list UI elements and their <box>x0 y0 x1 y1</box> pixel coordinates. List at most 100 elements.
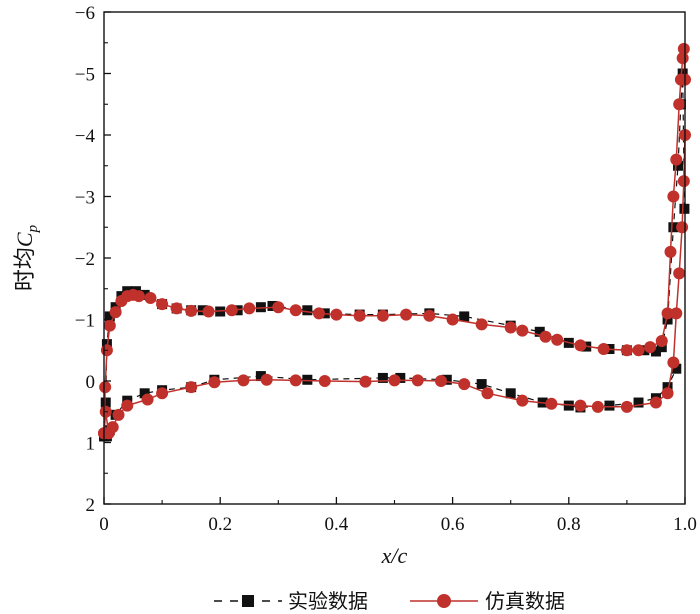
data-point-circle <box>475 318 488 331</box>
data-point-square <box>476 379 487 390</box>
data-point-square <box>104 311 115 322</box>
data-point-square <box>255 371 266 382</box>
y-tick-label: −6 <box>75 3 95 24</box>
data-point-circle <box>225 304 238 317</box>
data-point-square <box>302 305 313 316</box>
data-point-circle <box>670 307 683 320</box>
data-point-circle <box>551 333 564 346</box>
data-point-square <box>139 388 150 399</box>
data-point-circle <box>664 245 677 258</box>
data-point-circle <box>400 308 413 321</box>
data-point-square <box>395 372 406 383</box>
data-point-square <box>604 400 615 411</box>
data-point-circle <box>289 304 302 317</box>
data-point-square <box>302 374 313 385</box>
data-point-circle <box>677 42 690 55</box>
data-point-square <box>534 326 545 337</box>
data-point-circle <box>667 190 680 203</box>
legend-label-1: 实验数据 <box>288 589 368 613</box>
x-tick-label: 0.2 <box>208 514 232 535</box>
data-point-circle <box>376 309 389 322</box>
data-point-circle <box>353 309 366 322</box>
data-point-circle <box>574 399 587 412</box>
data-point-square <box>662 382 673 393</box>
data-point-circle <box>202 305 215 318</box>
data-point-circle <box>185 304 198 317</box>
data-point-circle <box>144 291 157 304</box>
data-point-circle <box>112 408 125 421</box>
data-point-square <box>100 397 111 408</box>
data-point-circle <box>208 376 221 389</box>
x-tick-label: 0.6 <box>441 514 465 535</box>
data-point-circle <box>170 302 183 315</box>
data-point-square <box>459 311 470 322</box>
x-tick-label: 0.8 <box>557 514 581 535</box>
data-point-circle <box>676 221 689 234</box>
data-point-circle <box>99 381 112 394</box>
y-axis-title-subscript: p <box>25 224 41 233</box>
data-point-square <box>662 314 673 325</box>
data-point-square <box>677 68 688 79</box>
data-point-circle <box>318 375 331 387</box>
data-point-circle <box>141 393 154 406</box>
legend: 实验数据 仿真数据 <box>214 589 565 613</box>
data-point-circle <box>185 381 198 394</box>
data-point-circle <box>156 298 169 311</box>
legend-entry-2: 仿真数据 <box>410 589 565 613</box>
data-point-circle <box>649 396 662 409</box>
data-point-square <box>671 363 682 374</box>
data-point-circle <box>106 421 119 434</box>
plot-frame <box>103 11 686 505</box>
data-point-circle <box>446 313 459 326</box>
data-point-circle <box>458 378 471 391</box>
data-point-circle <box>243 302 256 315</box>
y-tick-label: 2 <box>86 495 96 516</box>
data-point-square <box>656 342 667 353</box>
data-point-circle <box>655 335 668 348</box>
y-tick-label: −1 <box>75 311 95 332</box>
x-tick-label: 0 <box>99 514 109 535</box>
data-point-circle <box>620 400 633 413</box>
data-point-square <box>668 222 679 233</box>
data-point-circle <box>481 387 494 400</box>
data-point-circle <box>516 394 529 407</box>
data-point-square <box>377 372 388 383</box>
y-axis-title: 时均Cp <box>12 224 41 291</box>
y-axis-title-prefix: 时均 <box>12 247 37 291</box>
legend-entry-1: 实验数据 <box>214 589 368 613</box>
y-tick-label: −3 <box>75 188 95 209</box>
tick-layer: 0 0.2 0.4 0.6 0.8 1.0 −6 −5 −4 −3 −2 −1 0 1 2 <box>75 3 697 535</box>
y-tick-label: 1 <box>86 434 96 455</box>
series-layer <box>98 42 691 442</box>
data-point-circle <box>516 324 529 337</box>
data-point-circle <box>667 356 680 369</box>
data-point-circle <box>434 375 447 387</box>
data-point-square <box>633 397 644 408</box>
data-point-circle <box>661 307 674 320</box>
data-point-circle <box>673 98 686 111</box>
data-point-circle <box>677 175 690 188</box>
data-point-circle <box>644 341 657 354</box>
data-point-circle <box>312 307 325 320</box>
data-point-square <box>673 160 684 171</box>
data-point-circle <box>620 344 633 357</box>
data-point-circle <box>423 309 436 322</box>
data-point-circle <box>359 375 372 388</box>
legend-marker-square <box>242 595 254 607</box>
data-point-circle <box>272 301 285 314</box>
data-point-circle <box>597 343 610 356</box>
legend-label-2: 仿真数据 <box>485 589 565 613</box>
data-point-circle <box>156 387 169 400</box>
data-point-circle <box>330 308 343 321</box>
data-point-circle <box>237 374 250 387</box>
y-axis-title-symbol: C <box>12 232 37 247</box>
data-point-circle <box>539 330 552 343</box>
data-point-circle <box>632 344 645 357</box>
y-tick-label: 0 <box>86 372 96 393</box>
legend-marker-circle <box>437 594 451 608</box>
y-tick-label: −2 <box>75 249 95 270</box>
data-point-circle <box>673 267 686 280</box>
data-point-square <box>505 388 516 399</box>
data-point-circle <box>121 399 134 412</box>
y-tick-label: −4 <box>75 126 96 147</box>
